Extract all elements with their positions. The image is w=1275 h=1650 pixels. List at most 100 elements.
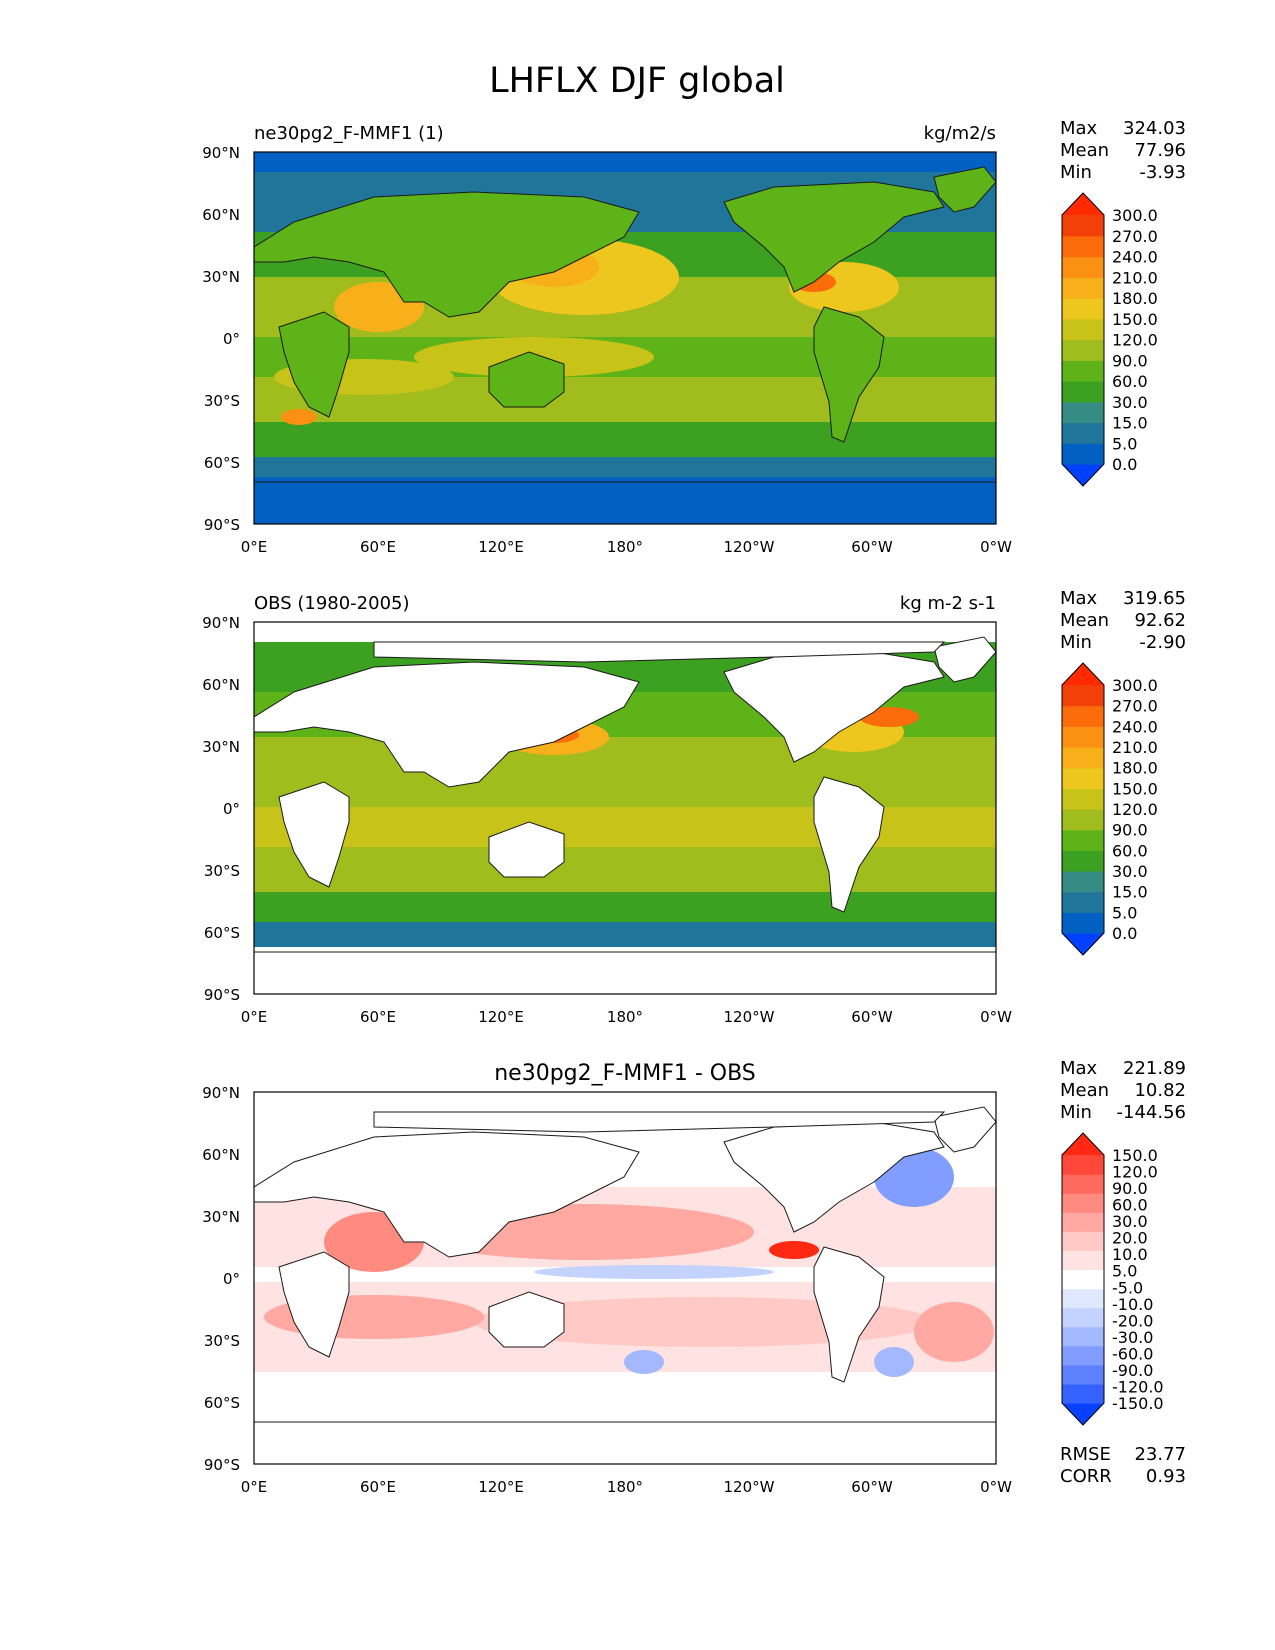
stat-min-label: Min (1060, 632, 1092, 653)
colorbar-outline (1061, 1132, 1105, 1426)
colorbar-extend-max (1062, 663, 1104, 685)
land-antarctica (253, 951, 997, 995)
colorbar-bin (1062, 1326, 1104, 1347)
ytick-label: 90°S (204, 986, 240, 1004)
ytick-label: 30°N (202, 1208, 240, 1226)
colorbar-bin (1062, 215, 1104, 237)
colorbar-tick-label: -10.0 (1112, 1295, 1153, 1314)
colorbar-tick-label: 15.0 (1112, 414, 1148, 433)
colorbar-bin (1062, 1174, 1104, 1194)
colorbar-tick-label: -90.0 (1112, 1361, 1153, 1380)
map-band (254, 892, 996, 922)
colorbar-tick-label: 0.0 (1112, 455, 1137, 474)
panel-diff-map (253, 1091, 997, 1465)
colorbar-tick-label: 270.0 (1112, 697, 1158, 716)
land-australia (488, 351, 565, 408)
map-hotspot (534, 1265, 774, 1279)
panel-diff-title: ne30pg2_F-MMF1 - OBS (494, 1061, 756, 1086)
colorbar-bin (1062, 401, 1104, 424)
panel-obs-axes: 90°N 60°N 30°N 0° 30°S 60°S 90°S 0°E 60°… (202, 614, 1012, 1026)
colorbar-bin (1062, 809, 1104, 831)
metric-rmse-value: 23.77 (1134, 1444, 1186, 1465)
map-land (253, 636, 997, 995)
colorbar-bin (1062, 1288, 1104, 1309)
map-hotspot (874, 1347, 914, 1377)
colorbar-bin (1062, 747, 1104, 769)
land-australia (488, 1291, 565, 1348)
colorbar-tick-label: 20.0 (1112, 1229, 1148, 1248)
stat-min-value: -144.56 (1117, 1102, 1186, 1123)
stat-max-label: Max (1060, 118, 1098, 139)
colorbar-tick-label: 15.0 (1112, 883, 1148, 902)
xtick-label: 180° (607, 538, 643, 556)
land-north-america (723, 181, 945, 293)
ytick-label: 30°S (204, 1332, 240, 1350)
colorbar-tick-label: 150.0 (1112, 779, 1158, 798)
panel-diff-stats: Max 221.89 Mean 10.82 Min -144.56 (1060, 1058, 1186, 1123)
colorbar-tick-label: 150.0 (1112, 1146, 1158, 1165)
colorbar-tick-label: 120.0 (1112, 800, 1158, 819)
xtick-label: 120°W (724, 1008, 775, 1026)
stat-min-value: -3.93 (1139, 162, 1186, 183)
ytick-label: 60°S (204, 1394, 240, 1412)
land-south-america (813, 1246, 885, 1383)
colorbar-tick-label: 60.0 (1112, 1196, 1148, 1215)
land-africa (278, 781, 350, 888)
metric-corr-value: 0.93 (1146, 1466, 1186, 1487)
colorbar-tick-label: 0.0 (1112, 924, 1137, 943)
colorbar-tick-label: 180.0 (1112, 289, 1158, 308)
colorbar-tick-label: -20.0 (1112, 1311, 1153, 1330)
map-frame (253, 621, 997, 995)
colorbar-bin (1062, 1345, 1104, 1366)
ytick-label: 0° (223, 330, 240, 348)
land-arctic (373, 641, 946, 663)
ytick-label: 30°N (202, 738, 240, 756)
colorbar-tick-label: 5.0 (1112, 1262, 1137, 1281)
ytick-label: 60°N (202, 1146, 240, 1164)
map-hotspot (914, 1302, 994, 1362)
ytick-label: 90°S (204, 1456, 240, 1474)
map-hotspot (624, 1350, 664, 1374)
map-frame (253, 151, 997, 525)
ytick-label: 30°S (204, 862, 240, 880)
stat-max-label: Max (1060, 1058, 1098, 1079)
colorbar-tick-label: 240.0 (1112, 248, 1158, 267)
colorbar-extend-max (1062, 1133, 1104, 1155)
colorbar-bin (1062, 829, 1104, 851)
colorbar-bin (1062, 1212, 1104, 1232)
stat-min-value: -2.90 (1139, 632, 1186, 653)
ytick-label: 60°S (204, 924, 240, 942)
colorbar-extend-max (1062, 193, 1104, 215)
colorbar-tick-label: 210.0 (1112, 268, 1158, 287)
ytick-label: 0° (223, 800, 240, 818)
stat-mean-label: Mean (1060, 1080, 1109, 1101)
xtick-label: 120°W (724, 1478, 775, 1496)
ytick-label: 90°N (202, 144, 240, 162)
stat-max-value: 221.89 (1123, 1058, 1186, 1079)
ytick-label: 60°S (204, 454, 240, 472)
map-land (253, 166, 997, 525)
map-band (254, 422, 996, 457)
metric-corr-label: CORR (1060, 1466, 1112, 1487)
stat-max-label: Max (1060, 588, 1098, 609)
land-arctic (373, 1111, 946, 1133)
land-greenland (933, 636, 997, 683)
colorbar-bin (1062, 298, 1104, 320)
map-hotspot (769, 1241, 819, 1259)
colorbar-extend-min (1062, 464, 1104, 486)
colorbar-bin (1062, 726, 1104, 748)
colorbar-tick-label: -60.0 (1112, 1344, 1153, 1363)
xtick-label: 120°E (478, 538, 524, 556)
panel-model-units: kg/m2/s (924, 123, 996, 144)
colorbar-bin (1062, 422, 1104, 444)
colorbar-bin (1062, 1307, 1104, 1328)
panel-model-title: ne30pg2_F-MMF1 (1) (254, 123, 444, 144)
ytick-label: 90°N (202, 614, 240, 632)
colorbar-extend-min (1062, 1403, 1104, 1425)
map-hotspot (281, 409, 317, 425)
stat-max-value: 324.03 (1123, 118, 1186, 139)
xtick-label: 0°E (241, 538, 268, 556)
xtick-label: 120°W (724, 538, 775, 556)
colorbar-tick-label: 120.0 (1112, 331, 1158, 350)
